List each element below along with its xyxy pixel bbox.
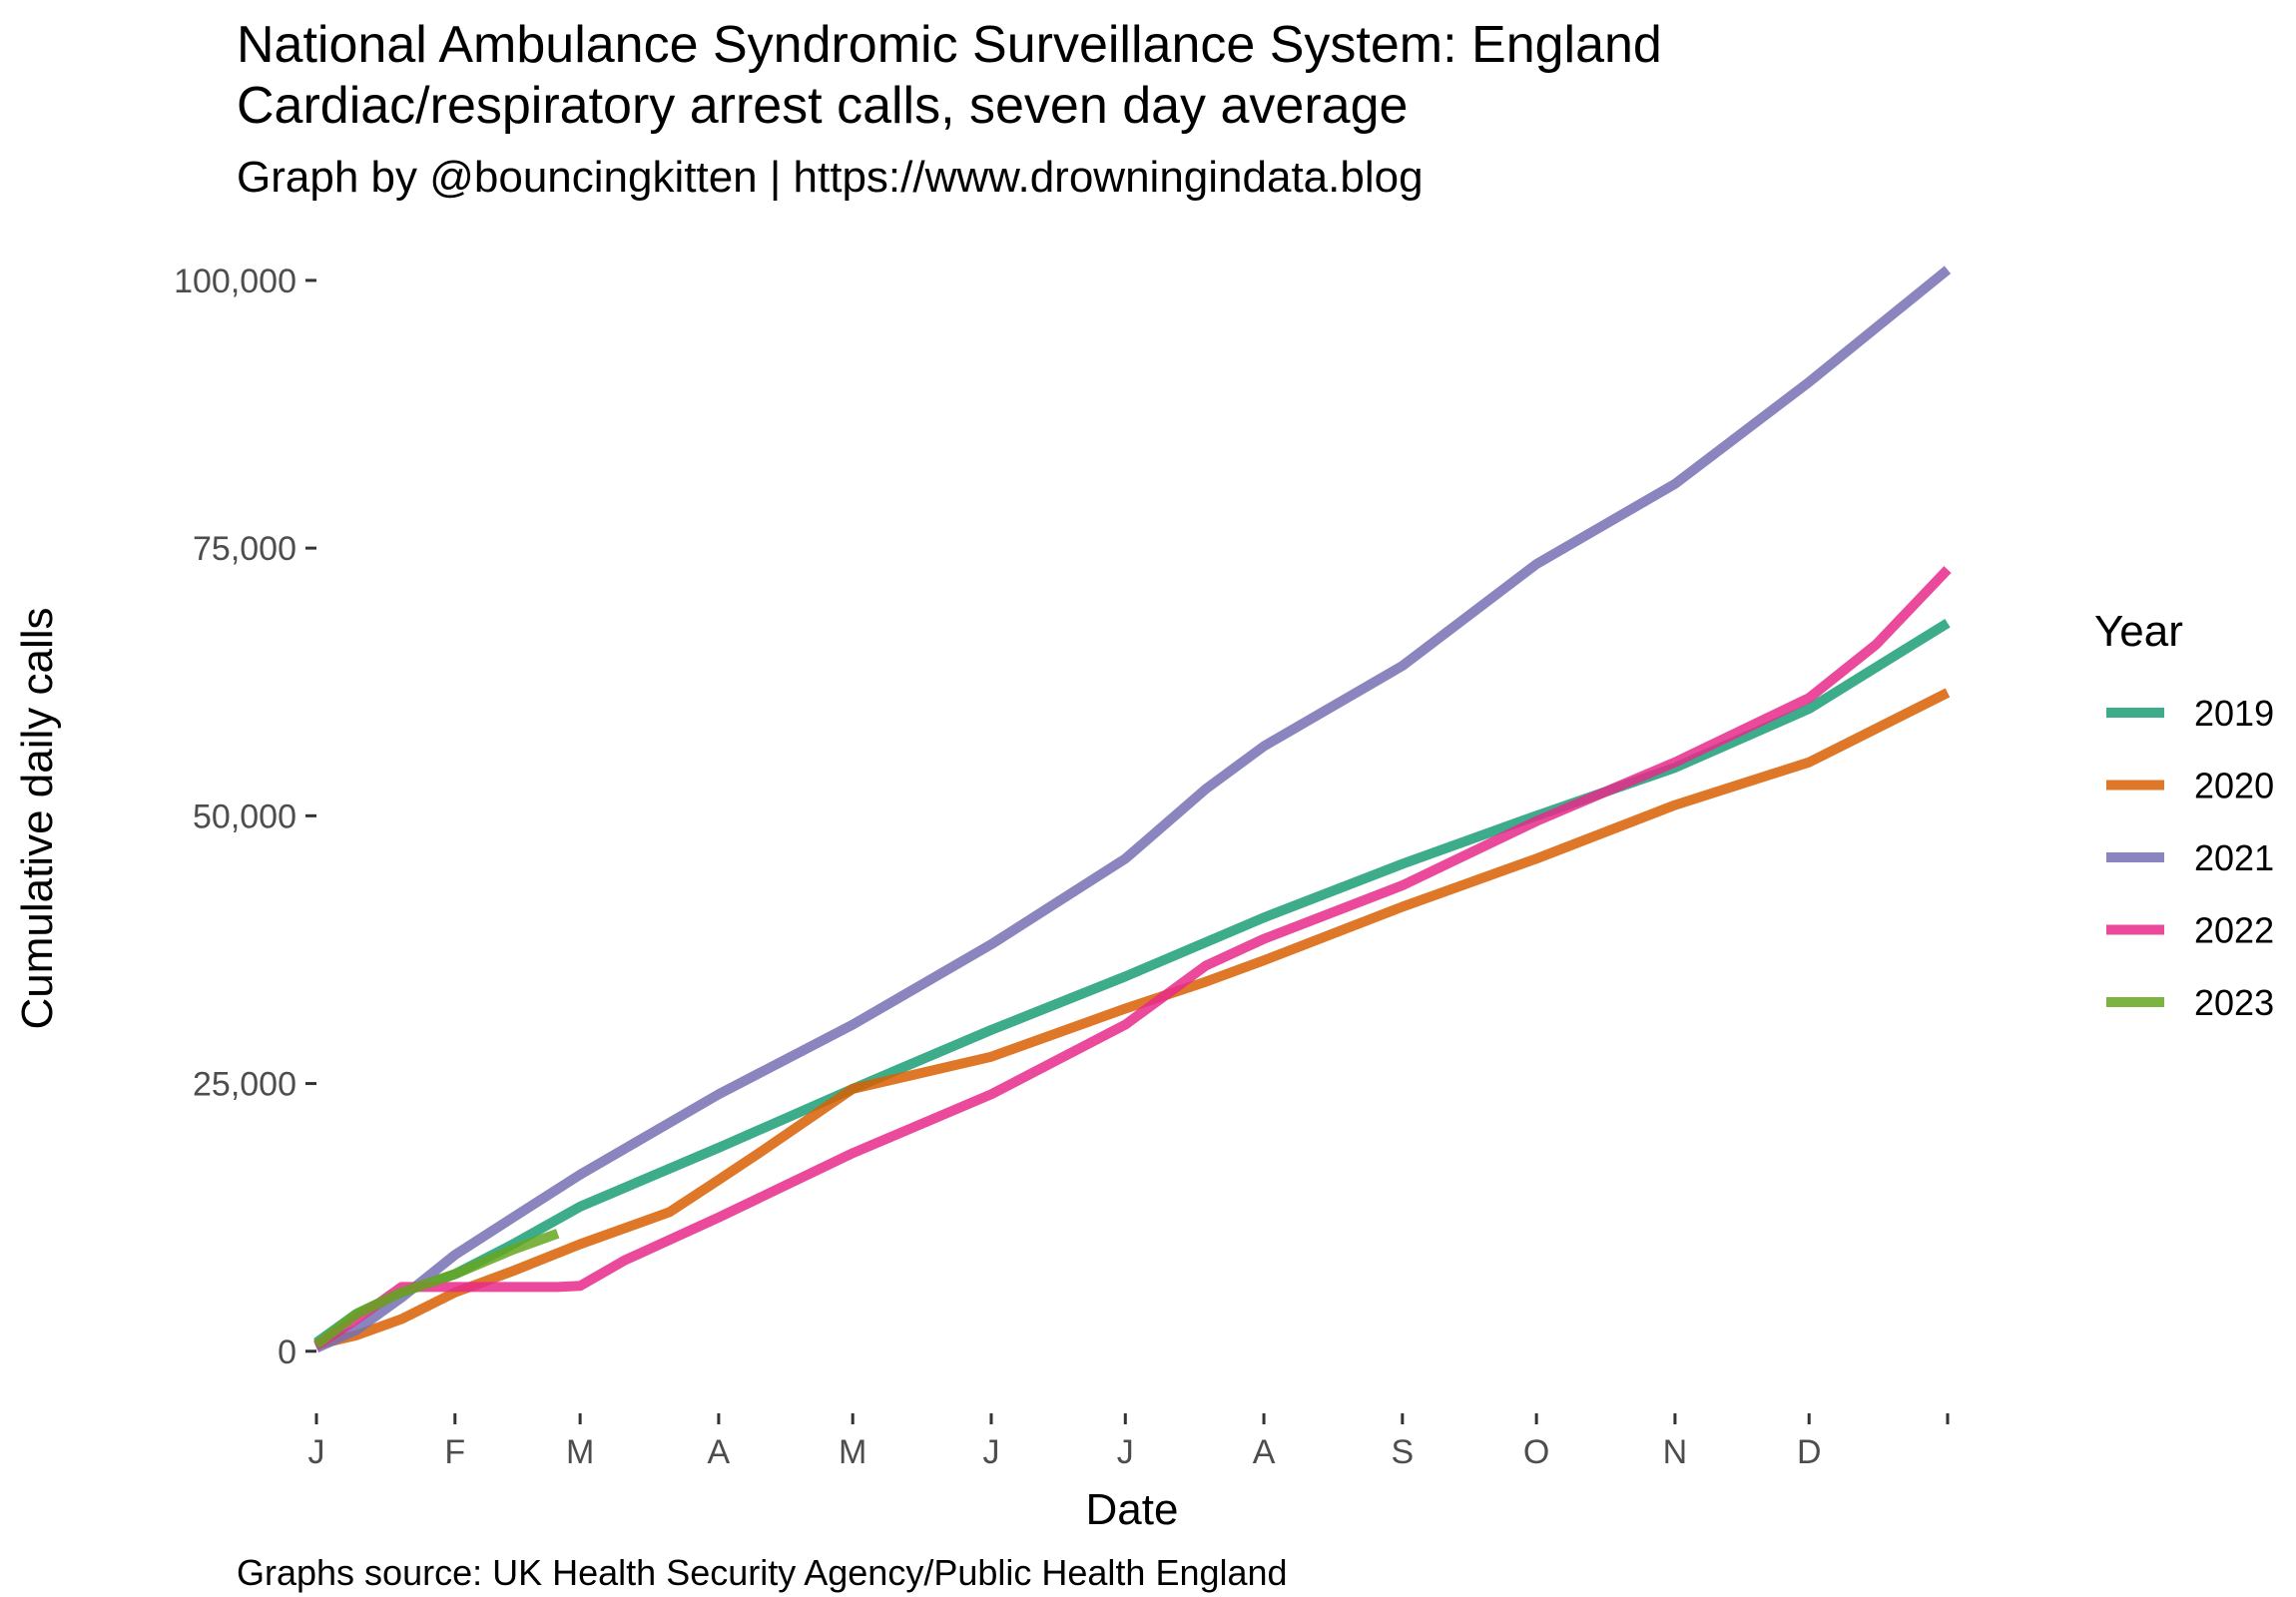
legend-label-2022: 2022 <box>2194 910 2274 951</box>
x-tick-label: S <box>1391 1433 1414 1471</box>
series-line-2020 <box>314 688 1951 1350</box>
chart-title: National Ambulance Syndromic Surveillanc… <box>237 16 1662 74</box>
chart-caption: Graphs source: UK Health Security Agency… <box>237 1552 1288 1593</box>
x-tick-label: F <box>444 1433 465 1471</box>
series-line-2023 <box>312 1229 560 1349</box>
legend-label-2023: 2023 <box>2194 982 2274 1023</box>
series-lines <box>312 266 1952 1353</box>
x-tick-label: M <box>566 1433 594 1471</box>
x-tick-label: A <box>708 1433 731 1471</box>
series-line-2021 <box>313 266 1952 1353</box>
legend-label-2021: 2021 <box>2194 837 2274 878</box>
legend-label-2019: 2019 <box>2194 693 2274 734</box>
x-tick-label: M <box>839 1433 866 1471</box>
y-tick-label: 25,000 <box>193 1066 296 1104</box>
x-axis-title: Date <box>1086 1485 1179 1534</box>
chart-title-line2: Cardiac/respiratory arrest calls, seven … <box>237 77 1408 135</box>
x-tick-label: N <box>1663 1433 1688 1471</box>
y-axis: 0 25,000 50,000 75,000 100,000 <box>174 263 316 1371</box>
x-tick-label: J <box>308 1433 325 1471</box>
x-tick-label: J <box>982 1433 999 1471</box>
x-tick-label: D <box>1797 1433 1822 1471</box>
legend-label-2020: 2020 <box>2194 766 2274 806</box>
y-tick-label: 75,000 <box>193 530 296 568</box>
y-tick-label: 0 <box>278 1333 296 1371</box>
x-tick-label: A <box>1253 1433 1276 1471</box>
legend-title: Year <box>2094 607 2183 656</box>
legend: 2019 2020 2021 2022 2023 <box>2106 693 2274 1023</box>
x-tick-label: O <box>1523 1433 1549 1471</box>
y-tick-label: 100,000 <box>174 263 296 300</box>
chart-subtitle: Graph by @bouncingkitten | https://www.d… <box>237 153 1424 202</box>
y-tick-label: 50,000 <box>193 798 296 835</box>
y-axis-title: Cumulative daily calls <box>13 607 62 1029</box>
series-line-2022 <box>313 566 1952 1350</box>
x-tick-label: J <box>1117 1433 1134 1471</box>
